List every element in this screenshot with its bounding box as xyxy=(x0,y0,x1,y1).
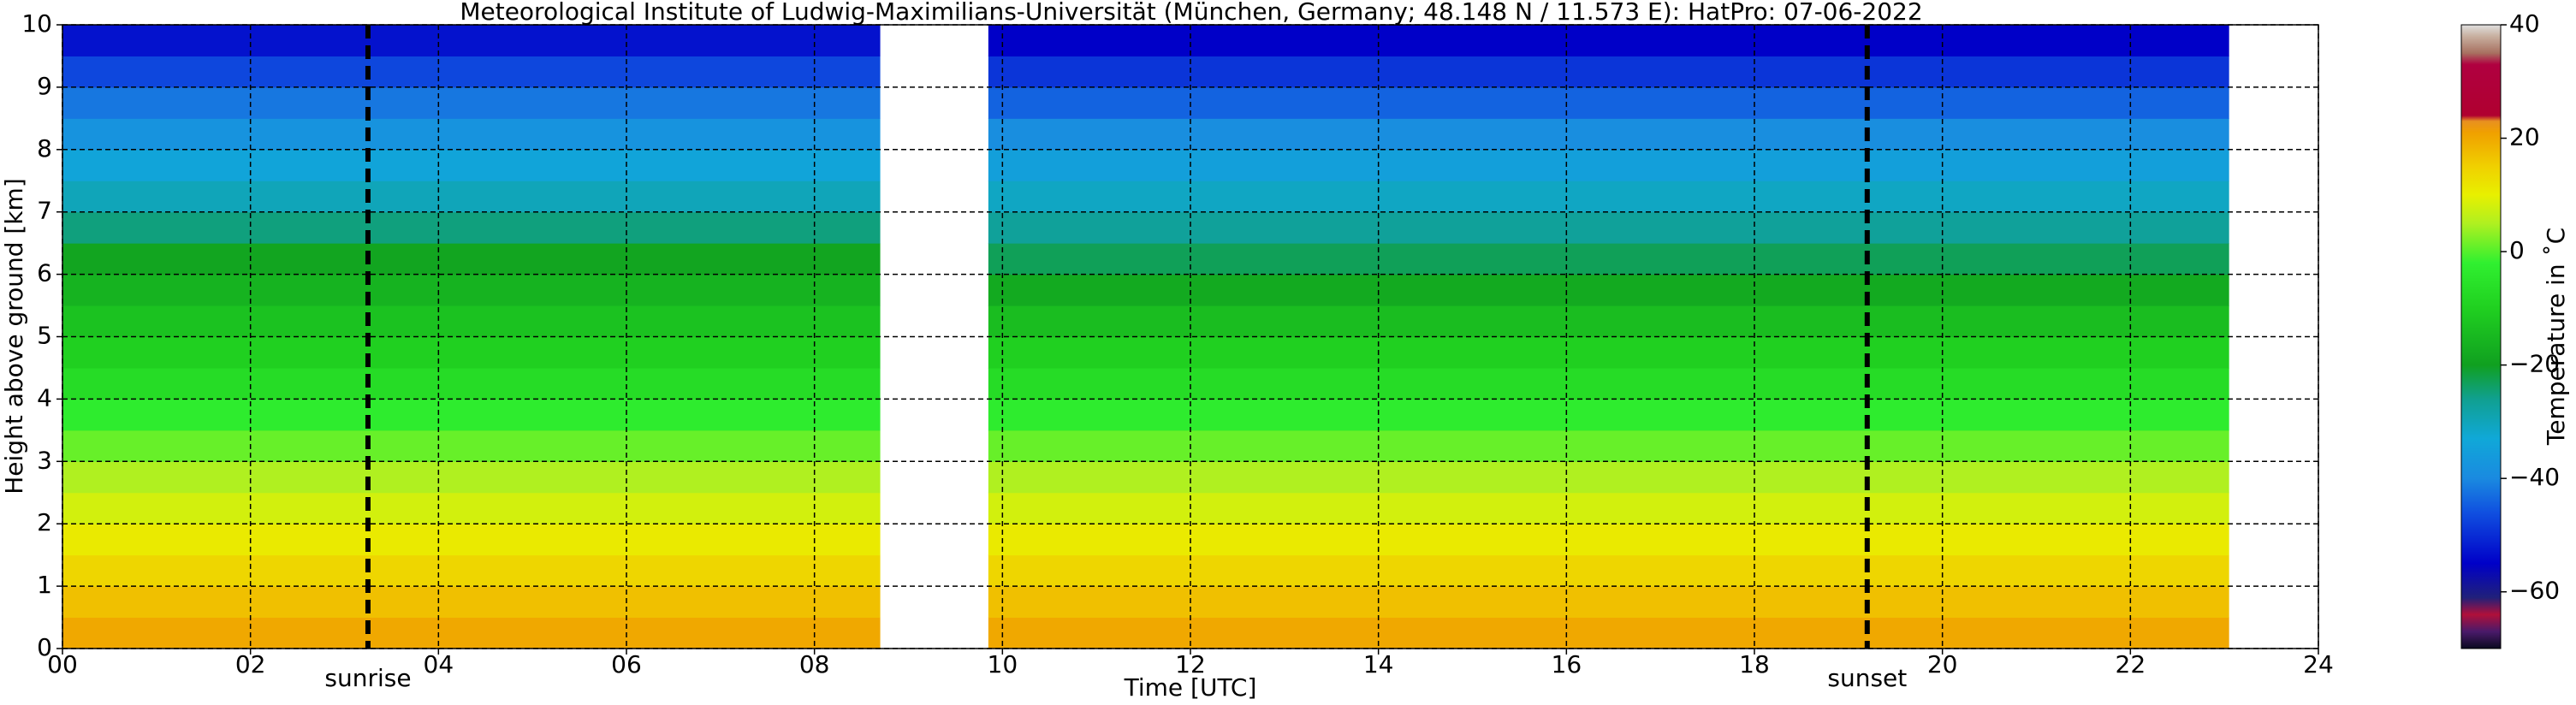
heatmap-cell xyxy=(988,305,2229,337)
heatmap-cell xyxy=(62,181,881,213)
heatmap-cell xyxy=(988,367,2229,400)
heatmap-cell xyxy=(988,25,2229,56)
heatmap-cell xyxy=(988,492,2229,524)
y-tick-label: 6 xyxy=(37,259,52,287)
y-tick-label: 9 xyxy=(37,72,52,100)
colorbar-tick-label: −20 xyxy=(2509,350,2560,378)
heatmap-cell xyxy=(988,56,2229,88)
heatmap-cell xyxy=(62,554,881,587)
heatmap-cell xyxy=(988,86,2229,119)
heatmap-cell xyxy=(988,243,2229,275)
x-tick-label: 00 xyxy=(47,650,78,678)
heatmap-cell xyxy=(988,554,2229,587)
heatmap-cell xyxy=(988,211,2229,244)
annotation-label: sunrise xyxy=(324,664,411,692)
x-tick-label: 18 xyxy=(1739,650,1770,678)
heatmap-cell xyxy=(988,524,2229,556)
heatmap-cell xyxy=(988,586,2229,619)
heatmap-cell xyxy=(62,56,881,88)
x-tick-label: 22 xyxy=(2116,650,2146,678)
heatmap-cell xyxy=(62,617,881,649)
heatmap-cell xyxy=(62,118,881,151)
plot-frame xyxy=(62,24,2319,649)
heatmap-cell xyxy=(62,524,881,556)
heatmap-cell xyxy=(988,430,2229,462)
colorbar-tick-label: −60 xyxy=(2509,577,2560,605)
heatmap-cell xyxy=(62,25,881,56)
heatmap-cell xyxy=(62,211,881,244)
heatmap-cell xyxy=(988,336,2229,369)
heatmap-cell xyxy=(62,305,881,337)
heatmap-cell xyxy=(988,399,2229,431)
heatmap-cell xyxy=(62,336,881,369)
heatmap-cell xyxy=(62,367,881,400)
heatmap-cell xyxy=(62,149,881,181)
x-tick-label: 06 xyxy=(611,650,642,678)
x-tick-label: 08 xyxy=(799,650,830,678)
y-tick-label: 8 xyxy=(37,134,52,163)
heatmap-cell xyxy=(62,274,881,306)
x-tick-label: 24 xyxy=(2303,650,2334,678)
annotation-label: sunset xyxy=(1827,664,1907,692)
x-tick-label: 14 xyxy=(1363,650,1394,678)
heatmap-cell xyxy=(62,86,881,119)
colorbar-tick-label: 20 xyxy=(2509,123,2540,151)
y-tick-label: 7 xyxy=(37,197,52,225)
y-tick-label: 2 xyxy=(37,508,52,536)
heatmap-cell xyxy=(62,399,881,431)
x-tick-label: 16 xyxy=(1552,650,1582,678)
y-tick-label: 10 xyxy=(21,9,52,38)
heatmap-cell xyxy=(988,617,2229,649)
x-tick-label: 10 xyxy=(988,650,1018,678)
colorbar-tick-label: 40 xyxy=(2509,9,2540,38)
heatmap-cell xyxy=(988,461,2229,494)
heatmap-cell xyxy=(62,461,881,494)
heatmap-cell xyxy=(62,430,881,462)
heatmap-cell xyxy=(988,149,2229,181)
heatmap-cell xyxy=(988,274,2229,306)
y-tick-label: 4 xyxy=(37,383,52,412)
heatmap-cell xyxy=(988,181,2229,213)
heatmap-cell xyxy=(62,243,881,275)
colorbar-tick-label: −40 xyxy=(2509,463,2560,491)
heatmap-cell xyxy=(62,492,881,524)
y-tick-label: 0 xyxy=(37,633,52,661)
heatmap-cell xyxy=(988,118,2229,151)
colorbar xyxy=(2460,24,2502,649)
x-tick-label: 02 xyxy=(235,650,266,678)
y-tick-label: 5 xyxy=(37,322,52,350)
colorbar-tick-label: 0 xyxy=(2509,236,2525,264)
x-tick-label: 04 xyxy=(424,650,454,678)
heatmap-cell xyxy=(62,586,881,619)
x-tick-label: 20 xyxy=(1927,650,1958,678)
chart-title: Meteorological Institute of Ludwig-Maxim… xyxy=(460,0,1922,26)
x-tick-label: 12 xyxy=(1175,650,1206,678)
colorbar-label: Temperature in ˚C xyxy=(2542,228,2570,446)
x-axis-label: Time [UTC] xyxy=(1124,673,1257,702)
y-axis-label: Height above ground [km] xyxy=(0,178,28,495)
y-tick-label: 1 xyxy=(37,571,52,599)
y-tick-label: 3 xyxy=(37,446,52,474)
